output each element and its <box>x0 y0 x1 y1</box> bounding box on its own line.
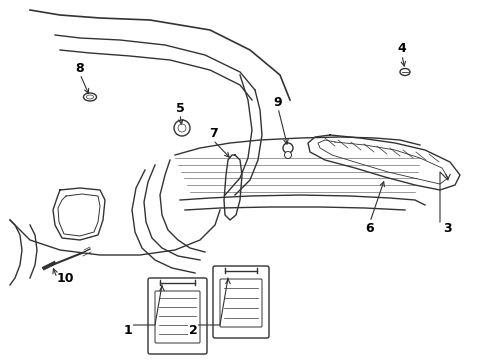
Circle shape <box>285 152 292 158</box>
Text: 9: 9 <box>274 95 282 108</box>
Text: 4: 4 <box>397 41 406 54</box>
Text: 3: 3 <box>442 221 451 234</box>
FancyBboxPatch shape <box>220 279 262 327</box>
FancyBboxPatch shape <box>148 278 207 354</box>
Circle shape <box>174 120 190 136</box>
Circle shape <box>178 124 186 132</box>
Ellipse shape <box>400 68 410 76</box>
Text: 1: 1 <box>123 324 132 337</box>
Text: 7: 7 <box>209 126 218 140</box>
Ellipse shape <box>83 93 97 101</box>
Text: 2: 2 <box>189 324 197 337</box>
Text: 8: 8 <box>75 62 84 75</box>
Text: 5: 5 <box>175 102 184 114</box>
Text: 6: 6 <box>366 221 374 234</box>
Ellipse shape <box>87 95 94 99</box>
FancyBboxPatch shape <box>213 266 269 338</box>
Text: 10: 10 <box>56 271 74 284</box>
FancyBboxPatch shape <box>155 291 200 343</box>
Circle shape <box>283 143 293 153</box>
